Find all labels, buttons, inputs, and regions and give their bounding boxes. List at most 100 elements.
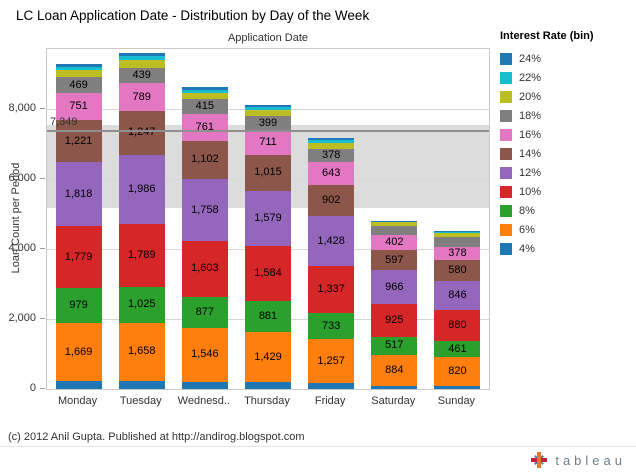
bar-segment-22%[interactable] [245,106,291,110]
bar-segment-10%[interactable]: 1,603 [181,240,228,298]
x-category-label[interactable]: Monday [58,395,98,407]
bar-segment-18%[interactable]: 469 [55,76,102,94]
x-category-label[interactable]: Sunday [437,395,476,407]
bar-segment-14%[interactable]: 902 [308,184,355,217]
bar-segment-14%[interactable]: 1,247 [118,110,165,155]
bar-segment-4%[interactable] [245,382,291,389]
bar-segment-6%[interactable]: 1,429 [245,332,291,383]
bar-segment-4%[interactable] [308,383,355,389]
bar-segment-6%[interactable]: 884 [371,354,418,386]
bar-segment-20%[interactable] [245,109,291,117]
bar-value-label: 902 [321,194,341,207]
bar-segment-6%[interactable]: 1,658 [118,322,165,381]
legend-item-14%[interactable]: 14% [500,148,632,160]
bar-segment-18%[interactable] [371,225,418,236]
bar-segment-12%[interactable]: 846 [434,280,481,311]
bar-segment-12%[interactable]: 966 [371,270,418,305]
bar-segment-22%[interactable] [181,89,228,93]
bar-segment-4%[interactable] [55,381,102,389]
bar-segment-4%[interactable] [371,385,418,389]
bar-segment-12%[interactable]: 1,758 [181,179,228,241]
bar-segment-22%[interactable] [118,56,165,60]
bar-segment-24%[interactable] [308,138,355,140]
bar-segment-14%[interactable]: 1,015 [245,154,291,191]
bar-segment-12%[interactable]: 1,818 [55,162,102,227]
bar-segment-8%[interactable]: 877 [181,297,228,328]
legend-item-6%[interactable]: 6% [500,224,632,236]
bar-segment-10%[interactable]: 1,584 [245,245,291,302]
bar-segment-4%[interactable] [434,386,481,389]
bar-segment-8%[interactable]: 733 [308,313,355,339]
bar-segment-20%[interactable] [118,59,165,68]
x-category-label[interactable]: Friday [314,395,346,407]
bar-segment-24%[interactable] [245,104,291,107]
bar-segment-24%[interactable] [118,53,165,57]
bar-value-label: 517 [385,339,404,352]
bar-segment-20%[interactable] [308,142,355,149]
bar-segment-16%[interactable]: 751 [55,93,102,120]
bar-segment-20%[interactable] [434,232,481,237]
bar-segment-16%[interactable]: 378 [434,247,481,261]
bar-segment-10%[interactable]: 880 [434,310,481,342]
bar-segment-24%[interactable] [434,230,481,232]
bar-segment-10%[interactable]: 1,337 [308,266,355,314]
bar-segment-14%[interactable]: 1,221 [55,119,102,163]
legend-item-16%[interactable]: 16% [500,129,632,141]
x-category-label[interactable]: Thursday [244,395,290,407]
legend-item-12%[interactable]: 12% [500,167,632,179]
bar-segment-18%[interactable]: 378 [308,148,355,163]
bar-segment-16%[interactable]: 643 [308,162,355,185]
bar-segment-8%[interactable]: 1,025 [118,286,165,323]
bar-segment-6%[interactable]: 1,257 [308,339,355,384]
bar-segment-14%[interactable]: 597 [371,249,418,271]
legend-item-24%[interactable]: 24% [500,53,632,65]
legend-item-10%[interactable]: 10% [500,186,632,198]
bar-segment-6%[interactable]: 1,546 [181,327,228,382]
bar-segment-22%[interactable] [434,231,481,233]
bar-segment-4%[interactable] [181,382,228,389]
bar-segment-24%[interactable] [55,63,102,68]
bar-segment-18%[interactable]: 439 [118,67,165,84]
bar-segment-22%[interactable] [55,67,102,70]
bar-segment-12%[interactable]: 1,986 [118,154,165,225]
bar-segment-16%[interactable]: 711 [245,130,291,155]
bar-segment-24%[interactable] [181,87,228,90]
legend-item-22%[interactable]: 22% [500,72,632,84]
attribution-link[interactable]: (c) 2012 Anil Gupta. Published at http:/… [8,431,305,443]
bar-segment-14%[interactable]: 1,102 [181,140,228,180]
bar-segment-22%[interactable] [308,139,355,143]
bar-segment-18%[interactable] [434,236,481,248]
bar-segment-16%[interactable]: 789 [118,83,165,111]
x-category-label[interactable]: Tuesday [119,395,162,407]
bar-segment-10%[interactable]: 1,789 [118,224,165,287]
bar-segment-24%[interactable] [371,220,418,222]
bar-segment-14%[interactable]: 580 [434,260,481,281]
bar-segment-8%[interactable]: 979 [55,288,102,323]
bar-segment-10%[interactable]: 925 [371,304,418,337]
bar-segment-4%[interactable] [118,380,165,389]
legend-item-20%[interactable]: 20% [500,91,632,103]
bar-value-label: 1,102 [191,153,219,166]
bar-segment-6%[interactable]: 1,669 [55,322,102,382]
bar-segment-18%[interactable]: 415 [181,99,228,114]
legend-item-18%[interactable]: 18% [500,110,632,122]
bar-segment-16%[interactable]: 402 [371,235,418,250]
bar-segment-10%[interactable]: 1,779 [55,226,102,289]
bar-segment-18%[interactable]: 399 [245,116,291,131]
bar-segment-20%[interactable] [371,222,418,226]
tableau-logo[interactable]: tableau [530,451,626,469]
bar-segment-6%[interactable]: 820 [434,357,481,387]
bar-segment-8%[interactable]: 881 [245,301,291,333]
bar-segment-20%[interactable] [55,69,102,77]
legend-item-4%[interactable]: 4% [500,243,632,255]
bar-segment-8%[interactable]: 461 [434,341,481,358]
bar-segment-12%[interactable]: 1,579 [245,190,291,246]
legend-item-8%[interactable]: 8% [500,205,632,217]
bar-segment-8%[interactable]: 517 [371,336,418,355]
x-category-label[interactable]: Saturday [371,395,416,407]
bar-segment-16%[interactable]: 761 [181,113,228,141]
bar-segment-22%[interactable] [371,221,418,223]
bar-segment-20%[interactable] [181,92,228,100]
bar-segment-12%[interactable]: 1,428 [308,216,355,267]
x-category-label[interactable]: Wednesd.. [177,395,231,407]
